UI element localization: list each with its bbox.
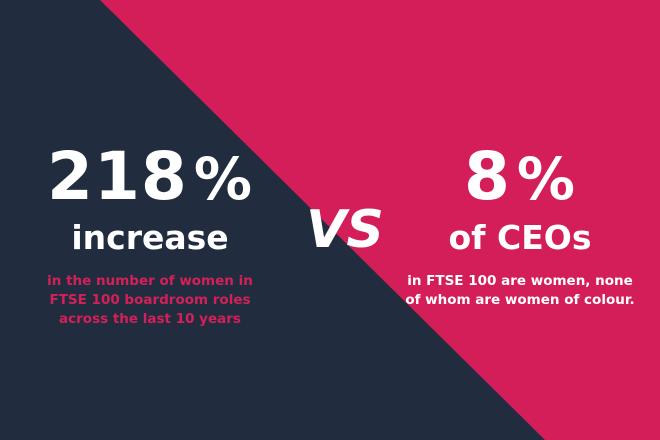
right-stat-description: in FTSE 100 are women, none of whom are …: [405, 273, 635, 308]
right-value-number: 8: [463, 138, 511, 215]
magenta-half: [100, 0, 660, 440]
right-stat-value: 8%: [380, 140, 660, 216]
left-stat-description: in the number of women in FTSE 100 board…: [47, 273, 253, 327]
left-stat-value: 218%: [0, 140, 300, 216]
right-stat-headline: of CEOs: [448, 218, 592, 257]
left-stat-panel: 218% increase in the number of women in …: [0, 140, 300, 329]
left-value-number: 218: [47, 138, 188, 215]
right-value-unit: %: [516, 145, 577, 213]
versus-label: VS: [306, 200, 384, 260]
left-value-unit: %: [193, 145, 253, 213]
left-stat-headline: increase: [71, 218, 229, 257]
right-stat-panel: 8% of CEOs in FTSE 100 are women, none o…: [380, 140, 660, 310]
